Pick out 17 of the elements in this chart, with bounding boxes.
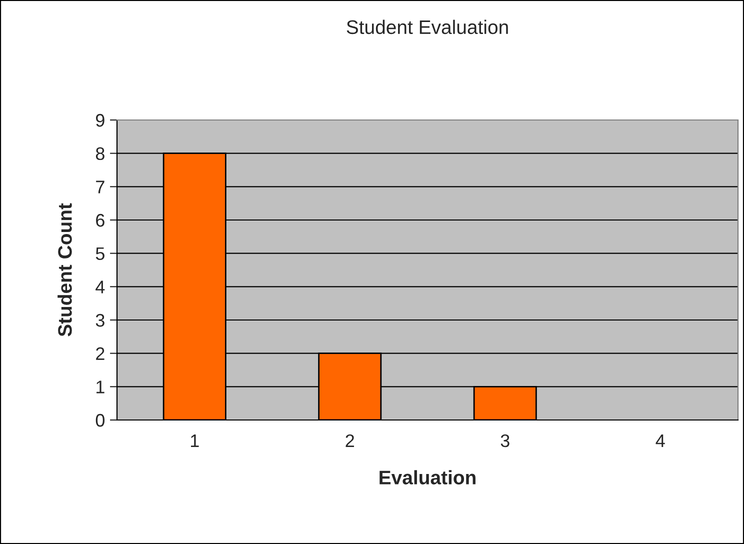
y-tick-label: 2 (96, 347, 104, 360)
y-tick-label: 4 (96, 280, 105, 294)
x-tick-label: 4 (656, 434, 665, 447)
y-tick-label: 3 (96, 314, 104, 327)
x-tick-label: 3 (500, 434, 510, 448)
y-tick-label: 9 (96, 114, 104, 127)
y-tick-label: 7 (96, 180, 104, 194)
x-tick-label: 1 (190, 434, 199, 447)
x-tick-label: 2 (346, 434, 354, 447)
y-tick-label: 8 (96, 147, 104, 160)
y-tick-label: 6 (96, 214, 104, 227)
y-tick-label: 1 (96, 380, 104, 394)
x-axis-title: Evaluation (380, 470, 476, 484)
y-axis-title: Student Count (58, 203, 72, 336)
chart-title: Student Evaluation (346, 20, 508, 34)
y-tick-label: 0 (96, 414, 104, 427)
y-tick-label: 5 (96, 247, 104, 260)
